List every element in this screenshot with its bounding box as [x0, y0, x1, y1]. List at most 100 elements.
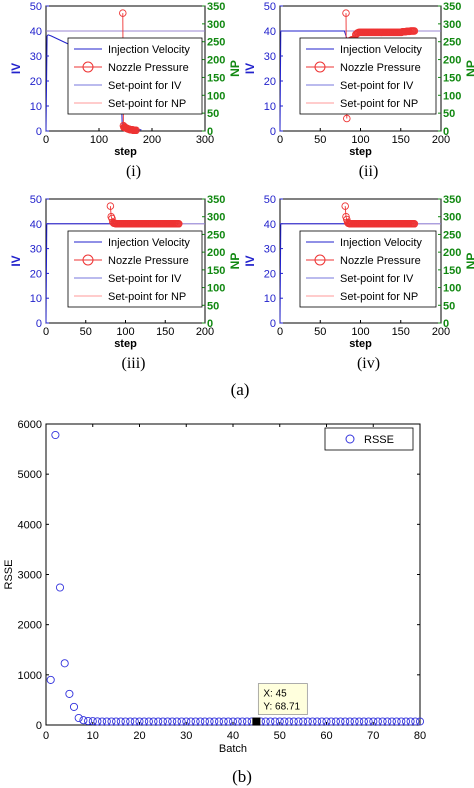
x-tick-label: 200 — [432, 134, 450, 146]
subplot-iv: 0 50 100 150 2000102030405005010015020025030… — [243, 194, 474, 372]
rsse-point — [135, 717, 144, 726]
rsse-point — [303, 717, 312, 726]
y-left-tick-label: 30 — [264, 51, 276, 63]
legend-label: Set-point for NP — [340, 291, 418, 303]
rsse-point — [411, 717, 420, 726]
rsse-point — [233, 717, 242, 726]
legend-label: RSSE — [364, 434, 394, 446]
rsse-point — [60, 659, 69, 668]
y-right-tick-label: 300 — [443, 212, 461, 224]
y-right-tick-label: 350 — [207, 194, 225, 206]
x-tick-label: 150 — [156, 326, 174, 338]
rsse-point — [196, 717, 205, 726]
legend-box — [299, 230, 437, 308]
legend-marker — [82, 254, 94, 266]
rsse-point — [126, 717, 135, 726]
legend-label: Nozzle Pressure — [340, 255, 421, 267]
x-tick-label: 100 — [351, 134, 369, 146]
rsse-point — [373, 717, 382, 726]
np-point — [175, 220, 183, 228]
y-tick-label: 6000 — [18, 419, 42, 431]
rsse-point — [299, 717, 308, 726]
y-right-tick-label: 350 — [443, 194, 461, 206]
panel-caption: (i) — [126, 163, 141, 180]
legend-marker — [314, 254, 326, 266]
y-left-tick-label: 0 — [36, 126, 42, 138]
x-tick-label: 60 — [320, 730, 332, 742]
datatip-x-text: X: 45 — [263, 689, 287, 700]
y-left-axis-label: IV — [9, 63, 23, 74]
y-tick-label: 1000 — [18, 670, 42, 682]
legend-label: Set-point for NP — [108, 291, 186, 303]
x-tick-label: 0 — [43, 134, 49, 146]
rsse-point — [289, 717, 298, 726]
y-right-tick-label: 0 — [207, 126, 213, 138]
y-right-tick-label: 350 — [207, 1, 225, 13]
y-left-axis-label: IV — [243, 255, 257, 266]
y-left-tick-label: 10 — [30, 293, 42, 305]
rsse-point — [294, 717, 303, 726]
x-tick-label: 50 — [314, 134, 326, 146]
rsse-point — [210, 717, 219, 726]
rsse-point — [406, 717, 415, 726]
rsse-point — [200, 717, 209, 726]
rsse-point — [378, 717, 387, 726]
y-right-tick-label: 150 — [443, 265, 461, 277]
x-tick-label: 50 — [314, 326, 326, 338]
legend-box — [67, 230, 203, 308]
caption-a: (a) — [231, 380, 250, 399]
y-right-tick-label: 250 — [443, 37, 461, 49]
y-left-tick-label: 50 — [264, 194, 276, 206]
legend-label: Nozzle Pressure — [108, 62, 189, 74]
y-left-tick-label: 10 — [30, 101, 42, 113]
rsse-point — [84, 716, 93, 726]
y-left-tick-label: 30 — [264, 244, 276, 256]
legend-marker — [82, 61, 94, 73]
y-tick-label: 4000 — [18, 519, 42, 531]
rsse-point — [336, 717, 345, 726]
rsse-point — [168, 717, 177, 726]
legend-label: Injection Velocity — [108, 237, 190, 249]
panel-caption: (ii) — [359, 163, 379, 180]
y-left-tick-label: 20 — [30, 268, 42, 280]
y-right-tick-label: 200 — [443, 55, 461, 67]
np-point — [342, 212, 350, 221]
legend-label: Injection Velocity — [340, 44, 422, 56]
legend-box — [324, 427, 414, 451]
y-right-tick-label: 0 — [443, 126, 449, 138]
y-right-tick-label: 300 — [443, 19, 461, 31]
y-right-tick-label: 250 — [443, 229, 461, 241]
x-tick-label: 150 — [392, 326, 410, 338]
rsse-point — [79, 716, 88, 725]
legend-label: Set-point for IV — [340, 80, 414, 92]
rsse-point — [205, 717, 214, 726]
np-point — [106, 202, 115, 210]
rsse-point — [144, 717, 153, 726]
rsse-point — [182, 717, 191, 726]
y-tick-label: 2000 — [18, 620, 42, 632]
np-point — [119, 9, 127, 17]
x-tick-label: 10 — [87, 730, 99, 742]
x-tick-label: 40 — [227, 730, 239, 742]
rsse-point — [392, 717, 401, 726]
rsse-point — [238, 717, 247, 726]
np-point — [410, 27, 419, 35]
y-left-tick-label: 20 — [30, 76, 42, 88]
y-left-tick-label: 30 — [30, 244, 42, 256]
rsse-point — [271, 717, 280, 726]
legend-label: Injection Velocity — [108, 44, 190, 56]
x-tick-label: 0 — [277, 326, 283, 338]
y-right-tick-label: 50 — [207, 108, 219, 120]
legend-label: Injection Velocity — [340, 237, 422, 249]
y-right-tick-label: 100 — [443, 90, 461, 102]
legend-label: Nozzle Pressure — [340, 62, 421, 74]
rsse-point — [322, 717, 331, 726]
y-right-tick-label: 300 — [207, 212, 225, 224]
legend-label: Set-point for NP — [108, 98, 186, 110]
rsse-point — [261, 717, 270, 726]
rsse-point — [275, 717, 284, 726]
y-right-tick-label: 250 — [207, 229, 225, 241]
datatip-marker — [252, 717, 261, 726]
rsse-point — [88, 717, 97, 726]
rsse-point — [280, 717, 289, 726]
